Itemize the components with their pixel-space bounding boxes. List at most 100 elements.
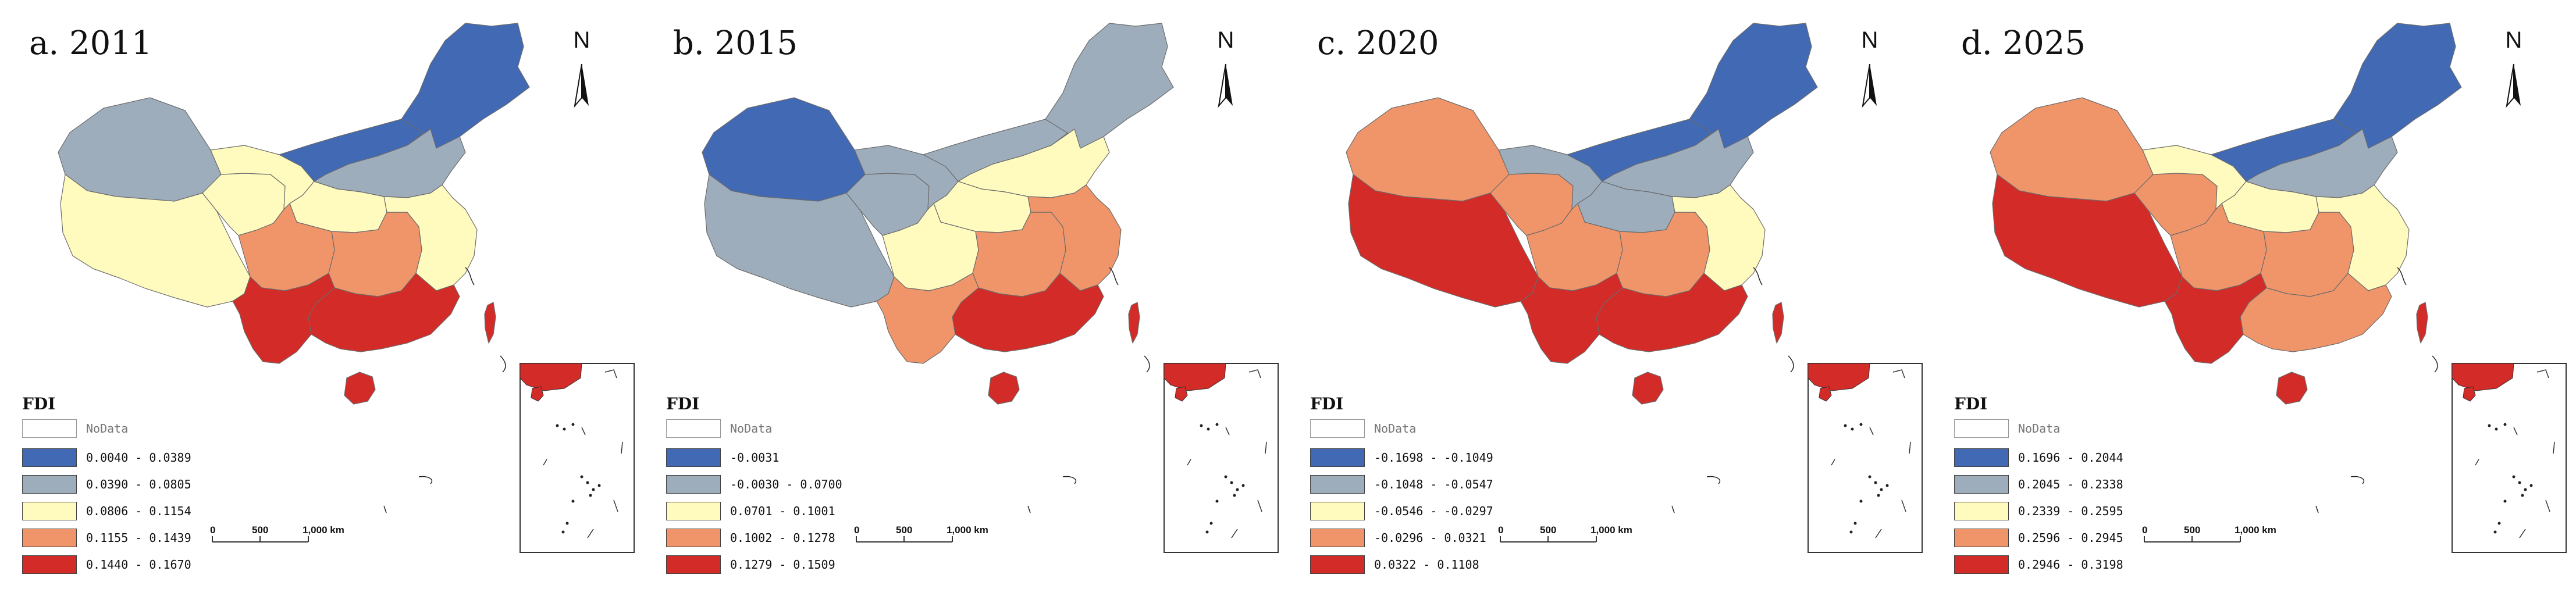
- north-arrow-icon: N: [574, 27, 590, 108]
- legend-swatch: [1954, 475, 2009, 494]
- legend-swatch: [22, 502, 77, 520]
- region-taiwan: [1772, 302, 1784, 344]
- region-taiwan: [1128, 302, 1140, 344]
- choropleth-map: N: [1990, 23, 2567, 553]
- scale-label: 1,000 km: [303, 524, 344, 536]
- legend-swatch: [666, 419, 721, 438]
- scale-label: 500: [2184, 524, 2201, 536]
- scale-label: 500: [896, 524, 913, 536]
- scale-bar: [856, 536, 953, 543]
- legend-swatch: [1310, 502, 1365, 520]
- legend-label: NoData: [1374, 422, 1417, 436]
- legend-title: FDI: [1310, 394, 1344, 413]
- legend-item: -0.0030 - 0.0700: [666, 473, 842, 495]
- region-northeast: [401, 23, 530, 149]
- legend-label: NoData: [730, 422, 773, 436]
- legend-item: -0.0296 - 0.0321: [1310, 527, 1486, 549]
- legend-label: -0.0031: [730, 451, 780, 465]
- legend-label: 0.2339 - 0.2595: [2018, 504, 2123, 518]
- north-label: N: [2506, 27, 2522, 53]
- legend-title: FDI: [666, 394, 700, 413]
- south-china-sea-inset: [2452, 363, 2567, 553]
- legend-swatch: [666, 475, 721, 494]
- legend-title: FDI: [22, 394, 56, 413]
- legend-swatch: [1954, 502, 2009, 520]
- legend-item-nodata: NoData: [1954, 417, 2060, 440]
- legend-label: 0.1155 - 0.1439: [86, 531, 191, 545]
- legend-swatch: [666, 555, 721, 574]
- region-xinjiang: [1990, 97, 2154, 202]
- legend-swatch: [22, 448, 77, 467]
- legend-swatch: [666, 529, 721, 547]
- legend-item: -0.0546 - -0.0297: [1310, 500, 1493, 522]
- legend-label: 0.0322 - 0.1108: [1374, 558, 1479, 572]
- legend-item: 0.0390 - 0.0805: [22, 473, 191, 495]
- legend-item: -0.1698 - -0.1049: [1310, 447, 1493, 469]
- scale-label: 0: [2142, 524, 2148, 536]
- legend-label: 0.0806 - 0.1154: [86, 504, 191, 518]
- region-east: [2315, 184, 2410, 291]
- legend-label: 0.2946 - 0.3198: [2018, 558, 2123, 572]
- legend-label: -0.1698 - -0.1049: [1374, 451, 1493, 465]
- north-label: N: [1218, 27, 1234, 53]
- region-hainan: [2276, 372, 2308, 405]
- legend-item-nodata: NoData: [22, 417, 128, 440]
- region-yunnan: [2164, 273, 2267, 364]
- region-yunnan: [232, 273, 335, 364]
- north-arrow-icon: N: [1218, 27, 1234, 108]
- legend-swatch: [1310, 475, 1365, 494]
- legend-title: FDI: [1954, 394, 1988, 413]
- legend-swatch: [1954, 419, 2009, 438]
- region-taiwan: [484, 302, 496, 344]
- region-hainan: [1632, 372, 1664, 405]
- legend-item-nodata: NoData: [1310, 417, 1416, 440]
- region-northeast: [1045, 23, 1174, 149]
- legend-swatch: [22, 419, 77, 438]
- legend-label: 0.2045 - 0.2338: [2018, 477, 2123, 491]
- legend-swatch: [1310, 419, 1365, 438]
- scale-label: 1,000 km: [1591, 524, 1632, 536]
- panel-title: b. 2015: [673, 24, 798, 62]
- north-label: N: [574, 27, 590, 53]
- legend-label: 0.1440 - 0.1670: [86, 558, 191, 572]
- panel-title: c. 2020: [1317, 24, 1439, 62]
- north-arrow-icon: N: [2506, 27, 2522, 108]
- scale-bar: [1500, 536, 1597, 543]
- region-xinjiang: [1346, 97, 1510, 202]
- legend-swatch: [666, 448, 721, 467]
- region-northeast: [2333, 23, 2462, 149]
- scale-label: 500: [252, 524, 269, 536]
- region-hainan: [344, 372, 376, 405]
- legend-label: -0.0030 - 0.0700: [730, 477, 842, 491]
- legend-item: 0.1696 - 0.2044: [1954, 447, 2123, 469]
- region-xinjiang: [702, 97, 866, 202]
- scale-label: 0: [1498, 524, 1504, 536]
- legend-swatch: [1310, 555, 1365, 574]
- legend-label: 0.1696 - 0.2044: [2018, 451, 2123, 465]
- region-yunnan: [876, 273, 979, 364]
- legend-item: 0.1440 - 0.1670: [22, 554, 191, 576]
- legend-swatch: [1310, 529, 1365, 547]
- region-northeast: [1689, 23, 1818, 149]
- legend-label: 0.0040 - 0.0389: [86, 451, 191, 465]
- legend-swatch: [1954, 529, 2009, 547]
- legend-item: 0.2045 - 0.2338: [1954, 473, 2123, 495]
- legend-label: -0.0296 - 0.0321: [1374, 531, 1486, 545]
- south-china-sea-inset: [520, 363, 635, 553]
- legend-item: 0.2596 - 0.2945: [1954, 527, 2123, 549]
- scale-label: 1,000 km: [947, 524, 988, 536]
- legend-item: 0.1155 - 0.1439: [22, 527, 191, 549]
- legend-item: 0.0322 - 0.1108: [1310, 554, 1479, 576]
- legend-swatch: [1954, 448, 2009, 467]
- legend-swatch: [22, 555, 77, 574]
- legend-label: NoData: [86, 422, 129, 436]
- scale-bar: [212, 536, 309, 543]
- south-china-sea-inset: [1808, 363, 1923, 553]
- legend-item: 0.0806 - 0.1154: [22, 500, 191, 522]
- north-label: N: [1862, 27, 1878, 53]
- region-east: [1671, 184, 1766, 291]
- south-china-sea-inset: [1164, 363, 1279, 553]
- panel-title: a. 2011: [29, 24, 152, 62]
